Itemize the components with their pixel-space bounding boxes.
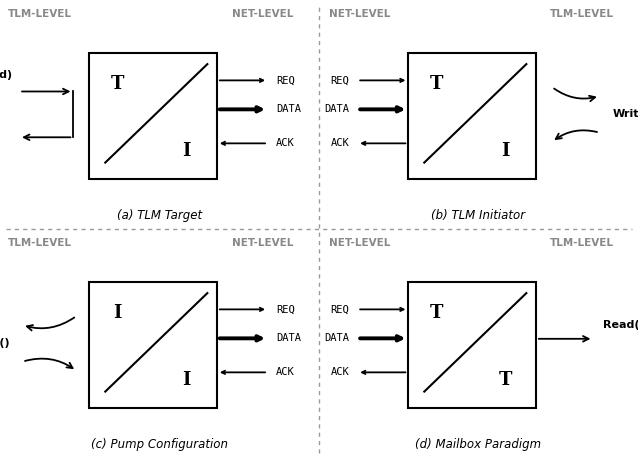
- Text: DATA: DATA: [324, 333, 350, 344]
- Text: TLM-LEVEL: TLM-LEVEL: [550, 9, 614, 19]
- Text: T: T: [499, 371, 512, 389]
- Text: ACK: ACK: [330, 138, 350, 148]
- Text: DATA: DATA: [324, 104, 350, 114]
- Text: REQ: REQ: [276, 76, 295, 85]
- Text: TLM-LEVEL: TLM-LEVEL: [8, 238, 72, 248]
- Text: ACK: ACK: [276, 367, 295, 377]
- Text: Write(d): Write(d): [0, 71, 13, 81]
- Text: REQ: REQ: [330, 76, 350, 85]
- Text: T: T: [111, 75, 124, 93]
- Text: DATA: DATA: [276, 333, 301, 344]
- Text: I: I: [182, 142, 191, 160]
- Text: (a) TLM Target: (a) TLM Target: [117, 209, 202, 222]
- Text: NET-LEVEL: NET-LEVEL: [329, 9, 390, 19]
- Text: ACK: ACK: [276, 138, 295, 148]
- Text: NET-LEVEL: NET-LEVEL: [232, 238, 293, 248]
- Text: NET-LEVEL: NET-LEVEL: [329, 238, 390, 248]
- Text: (b) TLM Initiator: (b) TLM Initiator: [431, 209, 526, 222]
- Bar: [89, 53, 217, 179]
- Bar: [89, 282, 217, 408]
- Text: I: I: [113, 304, 122, 322]
- Text: T: T: [430, 304, 443, 322]
- Text: DATA: DATA: [276, 104, 301, 114]
- Text: Read(): Read(): [603, 320, 638, 330]
- Text: ACK: ACK: [330, 367, 350, 377]
- Text: TLM-LEVEL: TLM-LEVEL: [8, 9, 72, 19]
- Text: (d) Mailbox Paradigm: (d) Mailbox Paradigm: [415, 438, 542, 451]
- Text: NET-LEVEL: NET-LEVEL: [232, 9, 293, 19]
- Text: I: I: [501, 142, 510, 160]
- Text: TLM-LEVEL: TLM-LEVEL: [550, 238, 614, 248]
- Text: Write(d): Write(d): [612, 109, 638, 120]
- Text: I: I: [182, 371, 191, 389]
- Text: (c) Pump Configuration: (c) Pump Configuration: [91, 438, 228, 451]
- Text: T: T: [430, 75, 443, 93]
- Text: REQ: REQ: [330, 305, 350, 314]
- Bar: [408, 53, 536, 179]
- Text: Read(): Read(): [0, 338, 10, 349]
- Bar: [408, 282, 536, 408]
- Text: REQ: REQ: [276, 305, 295, 314]
